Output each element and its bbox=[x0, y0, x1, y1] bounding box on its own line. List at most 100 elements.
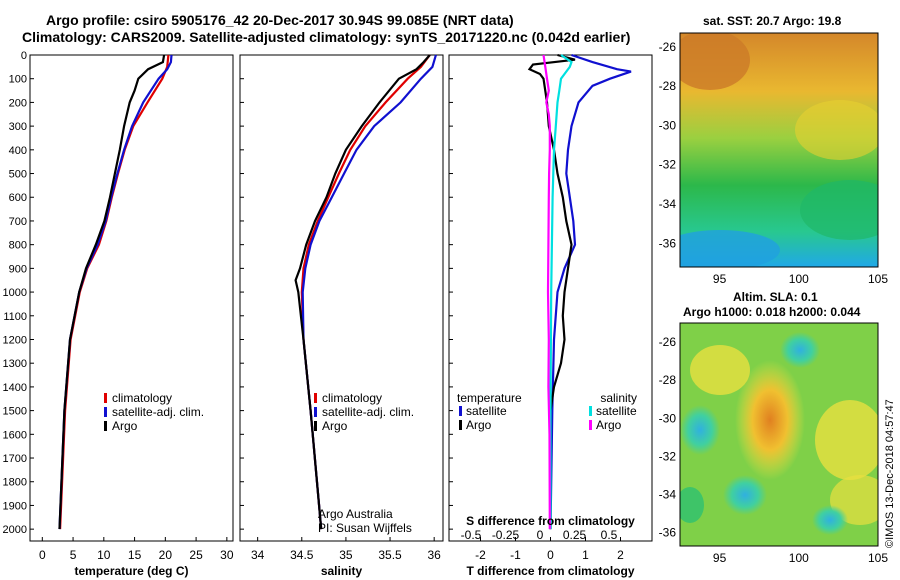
x-tick-label-temperature: 0 bbox=[39, 548, 46, 562]
x-tick-label-temperature: 25 bbox=[189, 548, 203, 562]
y-tick-label: 2000 bbox=[3, 524, 27, 536]
map-lon-label-sst: 105 bbox=[868, 272, 888, 286]
legend-label-argo: Argo bbox=[112, 419, 138, 433]
y-tick-label: 100 bbox=[9, 74, 27, 86]
map-lat-label-sla: -28 bbox=[659, 373, 677, 387]
legend-swatch-sal-argo bbox=[589, 420, 592, 430]
legend-swatch-temp-argo bbox=[459, 420, 462, 430]
map-lat-label-sla: -34 bbox=[659, 488, 677, 502]
x-tick2-label: 0.5 bbox=[601, 528, 618, 542]
legend-label-sal-argo: Argo bbox=[596, 418, 622, 432]
x-axis-label-temperature: temperature (deg C) bbox=[74, 564, 188, 578]
y-tick-label: 1700 bbox=[3, 453, 27, 465]
x-tick-label-temperature: 20 bbox=[159, 548, 173, 562]
legend-swatch-satellite bbox=[314, 407, 317, 417]
legend-swatch-satellite bbox=[104, 407, 107, 417]
legend-label-temp-satellite: satellite bbox=[466, 404, 507, 418]
y-tick-label: 1600 bbox=[3, 429, 27, 441]
credit-pi: PI: Susan Wijffels bbox=[318, 521, 412, 535]
series-line-difference-salinity-satellite bbox=[549, 54, 573, 530]
series-line-salinity-satellite-adj-clim- bbox=[301, 54, 437, 530]
x-tick-label-difference: 1 bbox=[582, 548, 589, 562]
x-tick2-label: 0.25 bbox=[563, 528, 587, 542]
legend-swatch-sal-satellite bbox=[589, 406, 592, 416]
x-tick-label-difference: -2 bbox=[475, 548, 486, 562]
legend-swatch-argo bbox=[104, 421, 107, 431]
map-lat-label-sst: -26 bbox=[659, 40, 677, 54]
x-tick-label-salinity: 35.5 bbox=[378, 548, 402, 562]
y-tick-label: 800 bbox=[9, 240, 27, 252]
map-lon-label-sst: 95 bbox=[713, 272, 727, 286]
map-lon-label-sla: 95 bbox=[713, 551, 727, 565]
legend-label-climatology: climatology bbox=[112, 391, 172, 405]
x-tick2-label: -0.5 bbox=[461, 528, 482, 542]
series-line-temperature-argo bbox=[58, 54, 166, 530]
y-tick-label: 900 bbox=[9, 263, 27, 275]
series-line-difference-salinity-argo bbox=[542, 54, 551, 530]
legend-label-temp-argo: Argo bbox=[466, 418, 492, 432]
x-tick-label-temperature: 30 bbox=[220, 548, 234, 562]
legend-label-satellite: satellite-adj. clim. bbox=[322, 405, 414, 419]
x-tick-label-salinity: 36 bbox=[427, 548, 441, 562]
x-tick-label-difference: 0 bbox=[547, 548, 554, 562]
imos-credit: ©IMOS 13-Dec-2018 04:57:47 bbox=[884, 399, 896, 548]
y-tick-label: 1200 bbox=[3, 334, 27, 346]
sst-map-title: sat. SST: 20.7 Argo: 19.8 bbox=[703, 14, 842, 28]
y-tick-label: 300 bbox=[9, 121, 27, 133]
legend-label-sal-satellite: satellite bbox=[596, 404, 637, 418]
map-lat-label-sst: -30 bbox=[659, 118, 677, 132]
series-line-temperature-climatology bbox=[59, 54, 170, 530]
legend-swatch-climatology bbox=[314, 393, 317, 403]
legend-swatch-argo bbox=[314, 421, 317, 431]
x-axis-label-salinity: salinity bbox=[321, 564, 363, 578]
sla-map-title: Altim. SLA: 0.1 bbox=[733, 290, 818, 304]
credit-argo-australia: Argo Australia bbox=[318, 507, 393, 521]
figure-title-line1: Argo profile: csiro 5905176_42 20-Dec-20… bbox=[46, 12, 514, 28]
y-tick-label: 1800 bbox=[3, 477, 27, 489]
legend-label-argo: Argo bbox=[322, 419, 348, 433]
y-tick-label: 1900 bbox=[3, 500, 27, 512]
x-tick-label-difference: -1 bbox=[510, 548, 521, 562]
y-tick-label: 200 bbox=[9, 97, 27, 109]
map-lon-label-sla: 105 bbox=[868, 551, 888, 565]
map-lat-label-sst: -36 bbox=[659, 236, 677, 250]
y-tick-label: 500 bbox=[9, 169, 27, 181]
y-tick-label: 400 bbox=[9, 145, 27, 157]
figure-title-line2: Climatology: CARS2009. Satellite-adjuste… bbox=[22, 29, 631, 45]
y-tick-label: 600 bbox=[9, 192, 27, 204]
y-tick-label: 700 bbox=[9, 216, 27, 228]
x-tick-label-difference: 2 bbox=[617, 548, 624, 562]
x-tick-label-temperature: 15 bbox=[128, 548, 142, 562]
sla-map-subtitle: Argo h1000: 0.018 h2000: 0.044 bbox=[683, 305, 861, 319]
sst-map-frame bbox=[679, 32, 879, 268]
legend-label-climatology: climatology bbox=[322, 391, 382, 405]
x-axis-label-difference: T difference from climatology bbox=[466, 564, 634, 578]
x-axis2-label: S difference from climatology bbox=[466, 514, 635, 528]
map-lat-label-sla: -30 bbox=[659, 411, 677, 425]
y-tick-label: 1300 bbox=[3, 358, 27, 370]
legend-label-satellite: satellite-adj. clim. bbox=[112, 405, 204, 419]
map-lat-label-sst: -34 bbox=[659, 197, 677, 211]
maps-group bbox=[679, 32, 879, 547]
x-tick-label-salinity: 34 bbox=[251, 548, 265, 562]
series-line-salinity-argo bbox=[294, 54, 431, 530]
series-line-difference-temperature-satellite bbox=[549, 53, 632, 530]
map-lat-label-sst: -28 bbox=[659, 79, 677, 93]
x-tick-label-temperature: 5 bbox=[70, 548, 77, 562]
y-tick-label: 1500 bbox=[3, 406, 27, 418]
sla-map-frame bbox=[679, 322, 879, 547]
series-line-difference-temperature-argo bbox=[527, 53, 576, 530]
panel-frame-temperature bbox=[29, 54, 234, 542]
y-tick-label: 0 bbox=[21, 50, 27, 62]
series-line-temperature-satellite-adj-clim- bbox=[58, 54, 173, 530]
x-tick-label-temperature: 10 bbox=[97, 548, 111, 562]
series-line-salinity-climatology bbox=[300, 54, 431, 530]
y-tick-label: 1400 bbox=[3, 382, 27, 394]
legend-swatch-temp-satellite bbox=[459, 406, 462, 416]
legend-header-temperature: temperature bbox=[457, 391, 522, 405]
map-lat-label-sst: -32 bbox=[659, 158, 677, 172]
y-tick-label: 1000 bbox=[3, 287, 27, 299]
x-tick2-label: 0 bbox=[537, 528, 544, 542]
x-tick-label-salinity: 34.5 bbox=[290, 548, 314, 562]
